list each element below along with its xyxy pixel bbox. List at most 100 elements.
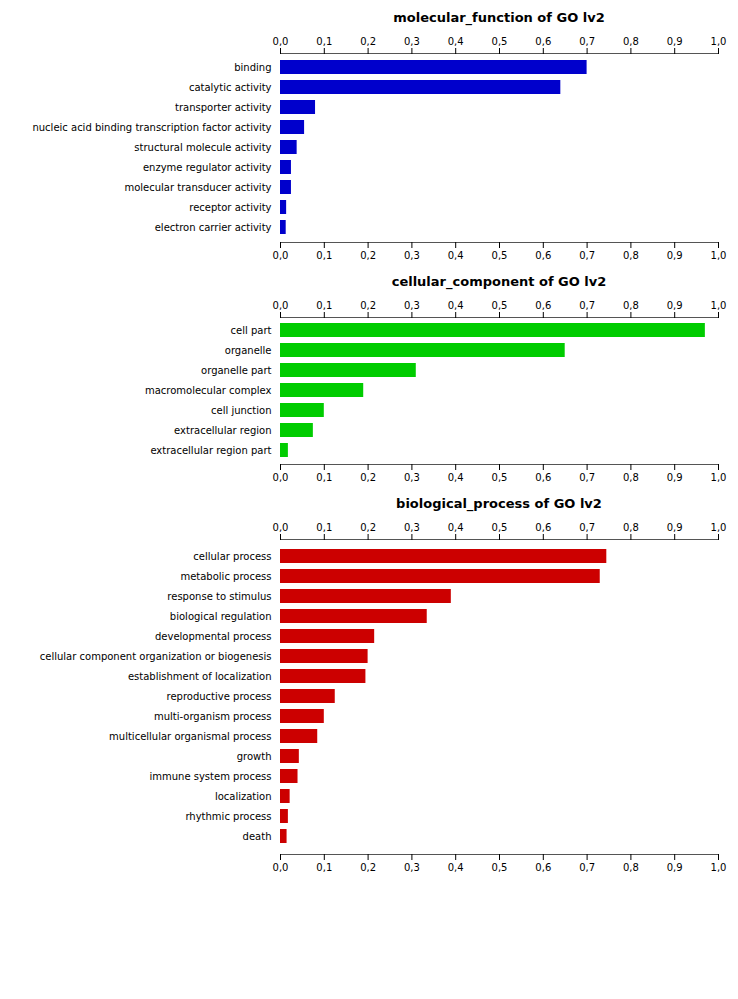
svg-text:0,7: 0,7 — [579, 862, 595, 873]
svg-text:0,7: 0,7 — [579, 300, 595, 311]
svg-text:death: death — [243, 831, 272, 842]
svg-text:0,0: 0,0 — [273, 250, 289, 261]
svg-text:multicellular organismal proce: multicellular organismal process — [109, 731, 271, 742]
svg-text:macromolecular complex: macromolecular complex — [145, 385, 272, 396]
svg-text:receptor activity: receptor activity — [189, 202, 271, 213]
svg-text:0,4: 0,4 — [448, 300, 464, 311]
svg-text:1,0: 1,0 — [711, 300, 727, 311]
svg-text:0,1: 0,1 — [316, 250, 332, 261]
svg-text:0,8: 0,8 — [623, 250, 639, 261]
svg-text:0,5: 0,5 — [492, 522, 508, 533]
svg-text:0,7: 0,7 — [579, 36, 595, 47]
svg-text:0,5: 0,5 — [492, 300, 508, 311]
svg-text:cell junction: cell junction — [211, 405, 272, 416]
svg-text:0,8: 0,8 — [623, 300, 639, 311]
svg-text:0,4: 0,4 — [448, 250, 464, 261]
svg-text:0,6: 0,6 — [535, 472, 551, 483]
svg-text:0,9: 0,9 — [667, 472, 683, 483]
svg-text:localization: localization — [215, 791, 272, 802]
svg-text:enzyme regulator activity: enzyme regulator activity — [143, 162, 272, 173]
svg-text:0,2: 0,2 — [360, 472, 376, 483]
svg-text:0,3: 0,3 — [404, 862, 420, 873]
svg-text:0,3: 0,3 — [404, 36, 420, 47]
svg-text:rhythmic process: rhythmic process — [185, 811, 271, 822]
svg-text:0,0: 0,0 — [273, 472, 289, 483]
svg-text:0,6: 0,6 — [535, 250, 551, 261]
svg-text:0,1: 0,1 — [316, 862, 332, 873]
svg-text:0,7: 0,7 — [579, 472, 595, 483]
svg-text:0,4: 0,4 — [448, 522, 464, 533]
svg-text:1,0: 1,0 — [711, 250, 727, 261]
svg-text:0,3: 0,3 — [404, 250, 420, 261]
svg-text:0,7: 0,7 — [579, 250, 595, 261]
svg-text:0,9: 0,9 — [667, 250, 683, 261]
html-text:molecular_function of GO lv2: molecular_function of GO lv2 — [393, 10, 605, 25]
svg-text:0,4: 0,4 — [448, 862, 464, 873]
svg-text:0,7: 0,7 — [579, 522, 595, 533]
svg-text:organelle part: organelle part — [201, 365, 271, 376]
svg-text:0,0: 0,0 — [273, 522, 289, 533]
svg-text:transporter activity: transporter activity — [175, 102, 272, 113]
svg-text:0,6: 0,6 — [535, 862, 551, 873]
svg-text:0,6: 0,6 — [535, 300, 551, 311]
svg-text:structural molecule activity: structural molecule activity — [134, 142, 271, 153]
svg-text:0,5: 0,5 — [492, 862, 508, 873]
svg-text:0,8: 0,8 — [623, 862, 639, 873]
svg-text:cellular process: cellular process — [193, 551, 271, 562]
svg-text:0,2: 0,2 — [360, 36, 376, 47]
svg-text:0,3: 0,3 — [404, 522, 420, 533]
svg-text:0,9: 0,9 — [667, 36, 683, 47]
svg-text:1,0: 1,0 — [711, 862, 727, 873]
svg-text:0,5: 0,5 — [492, 472, 508, 483]
svg-text:0,0: 0,0 — [273, 300, 289, 311]
svg-text:establishment of localization: establishment of localization — [128, 671, 272, 682]
svg-text:cellular component organizatio: cellular component organization or bioge… — [40, 651, 272, 662]
svg-text:immune system process: immune system process — [149, 771, 271, 782]
svg-text:0,0: 0,0 — [273, 36, 289, 47]
html-text:cellular_component of GO lv2: cellular_component of GO lv2 — [391, 274, 607, 289]
svg-text:0,8: 0,8 — [623, 36, 639, 47]
svg-text:organelle: organelle — [225, 345, 272, 356]
svg-text:cell part: cell part — [231, 325, 272, 336]
svg-text:0,9: 0,9 — [667, 862, 683, 873]
svg-text:0,6: 0,6 — [535, 522, 551, 533]
svg-text:1,0: 1,0 — [711, 472, 727, 483]
svg-text:extracellular region part: extracellular region part — [150, 445, 271, 456]
svg-text:catalytic activity: catalytic activity — [189, 82, 272, 93]
svg-text:0,8: 0,8 — [623, 522, 639, 533]
svg-text:0,5: 0,5 — [492, 250, 508, 261]
svg-text:biological regulation: biological regulation — [170, 611, 272, 622]
svg-text:0,5: 0,5 — [492, 36, 508, 47]
html-text:biological_process of GO lv2: biological_process of GO lv2 — [396, 496, 602, 511]
svg-text:0,9: 0,9 — [667, 522, 683, 533]
svg-text:binding: binding — [234, 62, 271, 73]
svg-text:molecular transducer activity: molecular transducer activity — [124, 182, 271, 193]
svg-text:multi-organism process: multi-organism process — [154, 711, 272, 722]
svg-text:0,4: 0,4 — [448, 472, 464, 483]
svg-text:0,3: 0,3 — [404, 472, 420, 483]
svg-text:0,9: 0,9 — [667, 300, 683, 311]
svg-text:0,4: 0,4 — [448, 36, 464, 47]
svg-text:0,1: 0,1 — [316, 36, 332, 47]
svg-text:0,1: 0,1 — [316, 522, 332, 533]
svg-text:0,0: 0,0 — [273, 862, 289, 873]
svg-text:0,1: 0,1 — [316, 300, 332, 311]
svg-text:electron carrier activity: electron carrier activity — [155, 222, 272, 233]
svg-text:1,0: 1,0 — [711, 522, 727, 533]
svg-text:0,2: 0,2 — [360, 522, 376, 533]
svg-text:0,2: 0,2 — [360, 862, 376, 873]
svg-text:metabolic process: metabolic process — [180, 571, 271, 582]
svg-text:reproductive process: reproductive process — [167, 691, 272, 702]
svg-text:extracellular region: extracellular region — [174, 425, 271, 436]
svg-text:1,0: 1,0 — [711, 36, 727, 47]
svg-text:0,2: 0,2 — [360, 250, 376, 261]
svg-text:0,2: 0,2 — [360, 300, 376, 311]
svg-text:growth: growth — [237, 751, 272, 762]
svg-text:0,6: 0,6 — [535, 36, 551, 47]
svg-text:0,1: 0,1 — [316, 472, 332, 483]
svg-text:response to stimulus: response to stimulus — [167, 591, 271, 602]
svg-text:nucleic acid binding transcrip: nucleic acid binding transcription facto… — [32, 122, 271, 133]
svg-text:0,3: 0,3 — [404, 300, 420, 311]
svg-text:0,8: 0,8 — [623, 472, 639, 483]
svg-text:developmental process: developmental process — [155, 631, 271, 642]
